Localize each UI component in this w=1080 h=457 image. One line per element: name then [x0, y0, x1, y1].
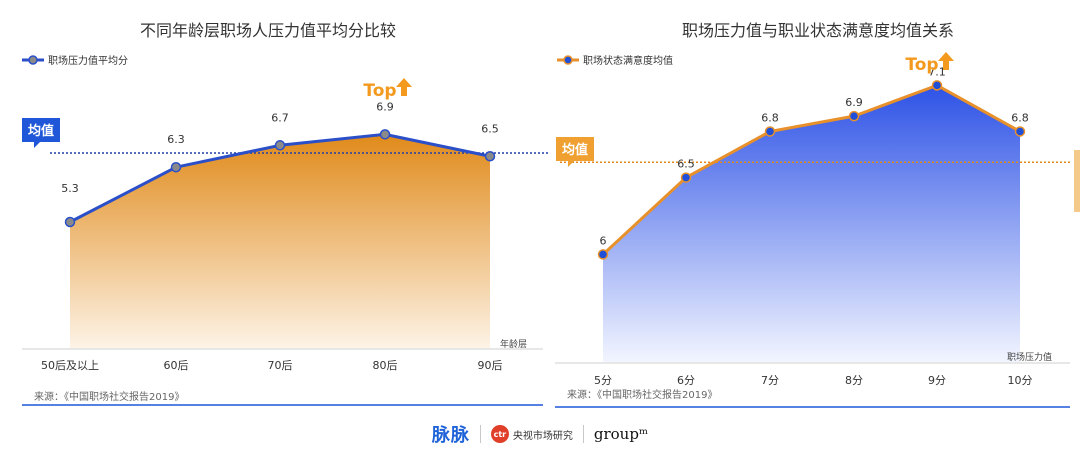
top-label: Top: [905, 55, 938, 75]
x-tick-label: 90后: [478, 359, 503, 372]
data-label: 7.1: [928, 65, 946, 78]
data-label: 6.5: [481, 122, 499, 135]
series-line: [601, 83, 1021, 256]
data-label: 6: [600, 234, 607, 247]
x-tick-label: 10分: [1008, 374, 1033, 387]
data-point: [274, 140, 286, 151]
chart-title: 职场压力值与职业状态满意度均值关系: [682, 21, 954, 40]
data-point: [1014, 126, 1026, 137]
ctr-logo: ctr 央视市场研究: [490, 425, 573, 443]
maimai-logo: 脉脉: [431, 425, 470, 446]
top-arrow-icon: [396, 78, 412, 96]
ctr-badge-icon: ctr: [490, 425, 509, 443]
x-tick-label: 8分: [845, 374, 863, 387]
average-badge: [556, 137, 594, 167]
x-tick-label: 70后: [268, 359, 293, 372]
source-note: 来源：《中国职场社交报告2019》: [567, 388, 717, 401]
edge-decoration: [1074, 150, 1080, 212]
x-tick-label: 9分: [928, 374, 946, 387]
data-label: 6.7: [271, 111, 289, 124]
data-label: 5.3: [61, 182, 79, 195]
average-badge-label: 均值: [562, 142, 588, 158]
data-label: 6.9: [845, 96, 863, 109]
data-point: [484, 151, 496, 162]
data-point: [379, 129, 391, 140]
series-area-fill: [603, 85, 1020, 363]
series-area-fill: [70, 134, 490, 348]
data-point: [64, 216, 76, 228]
source-note: 来源：《中国职场社交报告2019》: [34, 390, 184, 403]
top-arrow-icon: [938, 52, 954, 70]
data-point: [764, 126, 776, 137]
legend-swatch-marker: [28, 55, 38, 65]
x-axis-label: 年龄层: [500, 338, 527, 350]
data-label: 6.5: [677, 158, 695, 171]
legend-swatch-marker: [563, 55, 573, 65]
data-point: [848, 110, 860, 122]
x-tick-label: 80后: [373, 359, 398, 372]
footer-logos: 脉脉 ctr 央视市场研究 groupᵐ: [0, 420, 1080, 448]
legend-label: 职场状态满意度均值: [583, 54, 673, 67]
x-tick-label: 6分: [677, 374, 695, 387]
x-tick-label: 60后: [164, 359, 189, 372]
x-tick-label: 5分: [594, 374, 612, 387]
data-point: [597, 249, 609, 260]
data-label: 6.8: [761, 111, 779, 124]
x-axis-label: 职场压力值: [1007, 351, 1052, 363]
ctr-name: 央视市场研究: [512, 430, 573, 442]
x-tick-label: 50后及以上: [41, 359, 99, 372]
data-point: [680, 172, 692, 183]
chart-title: 不同年龄层职场人压力值平均分比较: [140, 21, 396, 40]
groupm-logo: groupᵐ: [593, 425, 649, 443]
average-badge: [22, 118, 60, 148]
data-label: 6.9: [376, 100, 394, 113]
data-label: 6.3: [167, 133, 185, 146]
top-label: Top: [363, 81, 396, 101]
average-badge-label: 均值: [28, 123, 54, 139]
legend-label: 职场压力值平均分: [48, 54, 128, 67]
data-point: [931, 80, 943, 91]
data-label: 6.8: [1011, 111, 1029, 124]
logo-divider: [479, 425, 481, 443]
logo-divider: [582, 425, 584, 443]
x-tick-label: 7分: [761, 374, 779, 387]
data-point: [170, 161, 182, 173]
